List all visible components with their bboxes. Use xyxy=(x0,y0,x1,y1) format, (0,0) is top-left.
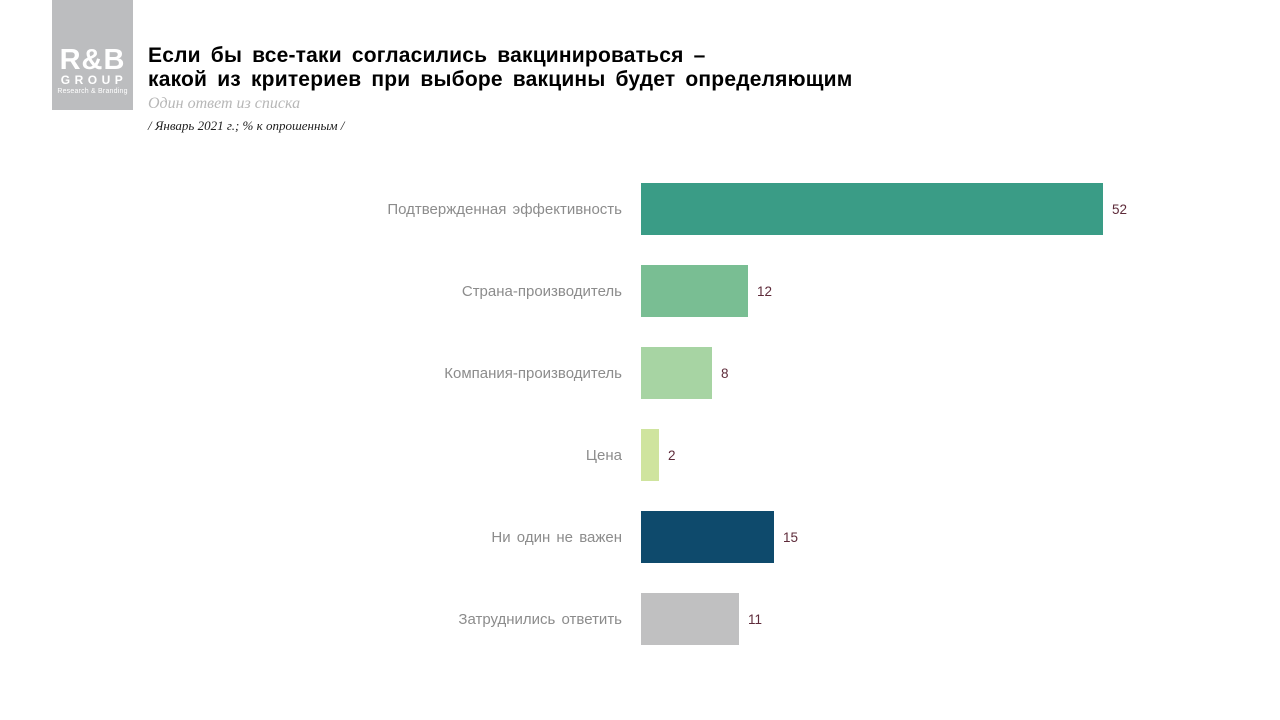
value-label: 8 xyxy=(721,365,729,381)
chart-row: Затруднились ответить 11 xyxy=(0,593,1280,645)
category-label: Затруднились ответить xyxy=(458,610,622,628)
chart-row: Подтвержденная эффективность 52 xyxy=(0,183,1280,235)
logo-research-branding-text: Research & Branding xyxy=(57,88,128,95)
bar xyxy=(641,511,774,563)
chart-row: Страна-производитель 12 xyxy=(0,265,1280,317)
chart-title-line1: Если бы все-таки согласились вакцинирова… xyxy=(148,44,706,67)
logo-rb-text: R&B xyxy=(59,44,126,76)
value-label: 15 xyxy=(783,529,799,545)
bar-chart: Подтвержденная эффективность 52 Страна-п… xyxy=(0,183,1280,675)
category-label: Ни один не важен xyxy=(491,528,622,546)
value-label: 52 xyxy=(1112,201,1128,217)
bar xyxy=(641,593,739,645)
category-label: Страна-производитель xyxy=(461,282,622,300)
bar xyxy=(641,347,712,399)
chart-note: / Январь 2021 г.; % к опрошенным / xyxy=(148,118,345,133)
category-label: Компания-производитель xyxy=(444,364,622,382)
chart-row: Компания-производитель 8 xyxy=(0,347,1280,399)
chart-subtitle: Один ответ из списка xyxy=(148,95,301,112)
bar xyxy=(641,183,1103,235)
bar xyxy=(641,429,659,481)
value-label: 11 xyxy=(748,611,763,627)
value-label: 2 xyxy=(668,447,676,463)
logo-group-text: GROUP xyxy=(60,73,128,87)
bar xyxy=(641,265,748,317)
value-label: 12 xyxy=(757,283,773,299)
category-label: Цена xyxy=(585,446,622,464)
chart-title-line2: какой из критериев при выборе вакцины бу… xyxy=(148,68,853,91)
chart-title: Если бы все-таки согласились вакцинирова… xyxy=(148,44,1248,92)
header: Если бы все-таки согласились вакцинирова… xyxy=(148,44,1248,134)
category-label: Подтвержденная эффективность xyxy=(387,200,622,218)
chart-row: Цена 2 xyxy=(0,429,1280,481)
chart-row: Ни один не важен 15 xyxy=(0,511,1280,563)
rb-group-logo: R&B GROUP Research & Branding xyxy=(52,0,133,110)
